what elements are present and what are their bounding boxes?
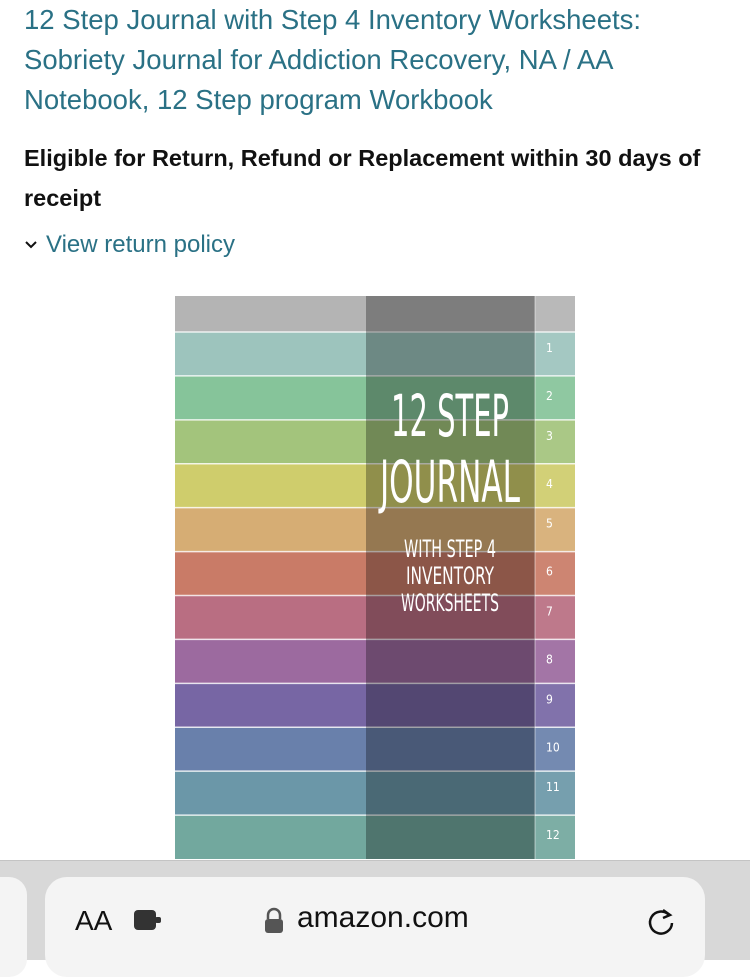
address-bar[interactable]: AA amazon.com — [45, 877, 705, 977]
cover-stripe — [175, 727, 575, 772]
previous-tab[interactable] — [0, 877, 27, 977]
reload-button[interactable] — [645, 905, 677, 937]
cover-stripe — [175, 463, 575, 508]
tab-number: 6 — [546, 565, 553, 579]
tab-number: 10 — [546, 740, 560, 754]
tab-number: 4 — [546, 477, 553, 491]
tab-number: 1 — [546, 341, 553, 355]
cover-top-band — [175, 296, 575, 332]
product-title: 12 Step Journal with Step 4 Inventory Wo… — [24, 4, 642, 115]
cover-stripe — [175, 639, 575, 684]
tab-number: 7 — [546, 605, 553, 619]
return-policy-link[interactable]: View return policy — [46, 231, 235, 258]
tab-number: 3 — [546, 429, 553, 443]
cover-stripe — [175, 683, 575, 728]
text-size-button[interactable]: AA — [75, 905, 113, 936]
cover-subtitle: WORKSHEETS — [401, 589, 499, 617]
url-text[interactable]: amazon.com — [297, 901, 469, 934]
extension-icon[interactable] — [133, 907, 167, 933]
tab-number: 5 — [546, 517, 553, 531]
cover-title: 12 STEP — [391, 382, 509, 450]
return-eligibility: Eligible for Return, Refund or Replaceme… — [24, 145, 701, 211]
tab-number: 12 — [546, 828, 560, 842]
cover-stripe — [175, 595, 575, 640]
lock-icon — [265, 907, 283, 933]
tab-number: 2 — [546, 389, 553, 403]
cover-center-column — [366, 296, 535, 859]
cover-stripe — [175, 332, 575, 376]
cover-stripe — [175, 815, 575, 859]
tab-number: 11 — [546, 780, 560, 794]
cover-tab-column — [535, 296, 575, 859]
chevron-icon — [25, 241, 37, 249]
tab-number: 8 — [546, 652, 553, 666]
cover-subtitle: WITH STEP 4 — [404, 535, 496, 563]
tab-number: 9 — [546, 692, 553, 706]
cover-stripe — [175, 551, 575, 596]
cover-stripe — [175, 375, 575, 420]
cover-subtitle: INVENTORY — [406, 562, 495, 590]
cover-stripe — [175, 507, 575, 552]
return-policy-toggle[interactable]: View return policy — [24, 228, 235, 262]
cover-stripe — [175, 419, 575, 464]
cover-title: JOURNAL — [378, 448, 520, 516]
cover-stripe — [175, 771, 575, 816]
